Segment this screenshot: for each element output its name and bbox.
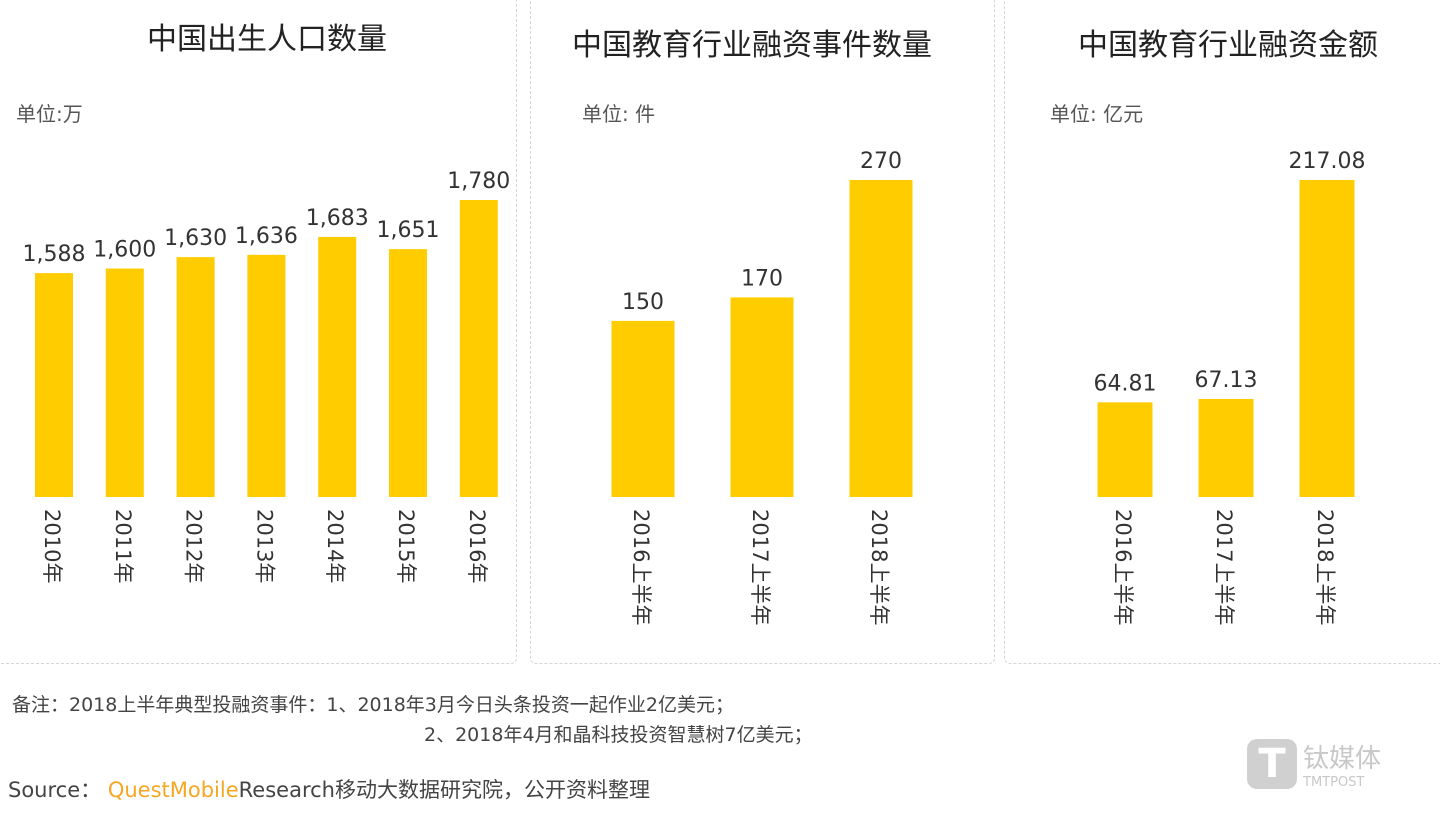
x-tick-label: 2010年	[40, 509, 64, 583]
source-text: Research移动大数据研究院，公开资料整理	[238, 778, 650, 802]
x-tick-label: 2018上半年	[1313, 509, 1337, 625]
bar-value-label: 217.08	[1289, 149, 1366, 174]
bar	[611, 320, 675, 497]
watermark-sub: TMTPOST	[1303, 775, 1365, 790]
unit-events: 单位: 件	[582, 102, 656, 126]
bar-value-label: 67.13	[1195, 368, 1258, 393]
bar-value-label: 64.81	[1094, 371, 1157, 396]
bar	[247, 254, 286, 497]
note-line-1: 备注：2018上半年典型投融资事件：1、2018年3月今日头条投资一起作业2亿美…	[12, 694, 734, 716]
chart-title-amount: 中国教育行业融资金额	[1078, 28, 1378, 63]
source-label: Source：	[8, 778, 102, 802]
source: Source： QuestMobileResearch移动大数据研究院，公开资料…	[8, 774, 650, 804]
x-tick-label: 2015年	[394, 509, 418, 583]
source-brand: QuestMobile	[107, 778, 239, 802]
bar	[105, 268, 144, 497]
bar	[459, 200, 498, 497]
bar-value-label: 1,600	[93, 238, 156, 263]
x-tick-label: 2017上半年	[748, 509, 772, 625]
panel-birth	[0, 0, 517, 664]
watermark-name: 钛媒体	[1303, 744, 1382, 774]
bar	[1097, 402, 1153, 497]
bar-value-label: 1,630	[164, 226, 227, 251]
x-tick-label: 2016年	[465, 509, 489, 583]
x-tick-label: 2014年	[323, 509, 347, 583]
chart-title-birth: 中国出生人口数量	[147, 22, 387, 57]
bar-value-label: 1,651	[377, 218, 440, 243]
x-tick-label: 2012年	[182, 509, 206, 583]
bar-value-label: 270	[860, 149, 902, 174]
x-tick-label: 2013年	[252, 509, 276, 583]
bar-value-label: 170	[741, 266, 783, 291]
x-tick-label: 2016上半年	[1111, 509, 1135, 625]
bar-value-label: 1,588	[23, 242, 86, 267]
x-tick-label: 2018上半年	[867, 509, 891, 625]
bar	[318, 236, 357, 497]
bar	[849, 180, 913, 497]
panel-amount	[1004, 0, 1440, 664]
bar	[35, 273, 73, 497]
panel-events	[530, 0, 995, 664]
x-tick-label: 2011年	[111, 509, 135, 583]
note-line-2: 2、2018年4月和晶科技投资智慧树7亿美元；	[424, 724, 813, 746]
x-tick-label: 2017上半年	[1212, 509, 1236, 625]
bar	[389, 249, 427, 497]
bar-value-label: 1,683	[306, 206, 369, 231]
bar	[730, 297, 794, 497]
charts-svg: 1,588 2010年 1,600 2011年 1,630 2012年 1,636 2013年…	[23, 149, 1366, 625]
bar-value-label: 1,636	[235, 224, 298, 249]
unit-amount: 单位: 亿元	[1050, 102, 1144, 126]
bar-value-label: 1,780	[447, 169, 510, 194]
chart-title-events: 中国教育行业融资事件数量	[572, 28, 932, 63]
bar	[176, 257, 215, 497]
bar	[1299, 180, 1355, 497]
bar	[1198, 398, 1254, 497]
watermark: T 钛媒体 TMTPOST	[1247, 738, 1381, 790]
tmtpost-logo-icon: T	[1247, 739, 1297, 789]
bar-value-label: 150	[622, 290, 664, 315]
unit-birth: 单位:万	[16, 102, 83, 126]
x-tick-label: 2016上半年	[629, 509, 653, 625]
